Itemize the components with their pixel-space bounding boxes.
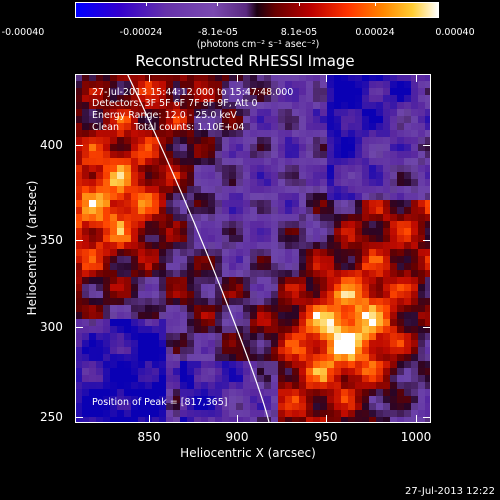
colorbar-tick	[375, 2, 376, 6]
colorbar-tick	[146, 2, 147, 6]
y-tick	[423, 145, 431, 146]
heatmap-image	[75, 74, 431, 423]
heatmap-plot	[75, 74, 431, 423]
colorbar-tick-label: 8.1e-05	[280, 27, 318, 38]
x-tick-label: 1000	[400, 430, 432, 444]
colorbar-tick-label: 0.00040	[435, 27, 475, 38]
x-tick	[326, 74, 327, 82]
info-energy: Energy Range: 12.0 - 25.0 keV	[92, 110, 237, 121]
y-tick	[423, 417, 431, 418]
timestamp: 27-Jul-2013 12:22	[404, 486, 495, 497]
y-tick	[75, 417, 83, 418]
info-detectors: Detectors: 3F 5F 6F 7F 8F 9F, Att 0	[92, 98, 258, 109]
x-tick	[326, 415, 327, 423]
info-method: Clean Total counts: 1.10E+04	[92, 122, 245, 133]
y-tick	[75, 145, 83, 146]
y-tick	[75, 327, 83, 328]
x-tick	[237, 415, 238, 423]
colorbar-tick-label: -8.1e-05	[198, 27, 238, 38]
colorbar-tick-label: -0.00024	[119, 27, 163, 38]
x-tick	[237, 74, 238, 82]
colorbar	[75, 2, 439, 18]
x-axis-title: Heliocentric X (arcsec)	[180, 446, 316, 460]
colorbar-tick-label: -0.00040	[1, 27, 45, 38]
x-tick-label: 850	[137, 430, 161, 444]
y-tick	[75, 240, 83, 241]
x-tick	[416, 74, 417, 82]
colorbar-tick-label: 0.00024	[355, 27, 395, 38]
colorbar-tick	[299, 2, 300, 6]
x-tick-label: 950	[314, 430, 338, 444]
x-tick	[149, 74, 150, 82]
y-tick	[423, 327, 431, 328]
x-tick	[149, 415, 150, 423]
chart-title: Reconstructed RHESSI Image	[135, 52, 355, 70]
y-tick	[423, 240, 431, 241]
y-tick-label: 400	[40, 138, 63, 152]
info-peak: Position of Peak = [817,365]	[92, 397, 228, 408]
solar-limb-line	[126, 74, 270, 423]
y-axis-title: Heliocentric Y (arcsec)	[25, 180, 39, 316]
x-tick-label: 900	[225, 430, 249, 444]
y-tick-label: 350	[40, 233, 63, 247]
y-tick-label: 250	[40, 410, 63, 424]
colorbar-units: (photons cm⁻² s⁻¹ asec⁻²)	[196, 39, 320, 50]
colorbar-tick	[217, 2, 218, 6]
info-time: 27-Jul-2013 15:44:12.000 to 15:47:48.000	[92, 87, 294, 98]
y-tick-label: 300	[40, 320, 63, 334]
x-tick	[416, 415, 417, 423]
